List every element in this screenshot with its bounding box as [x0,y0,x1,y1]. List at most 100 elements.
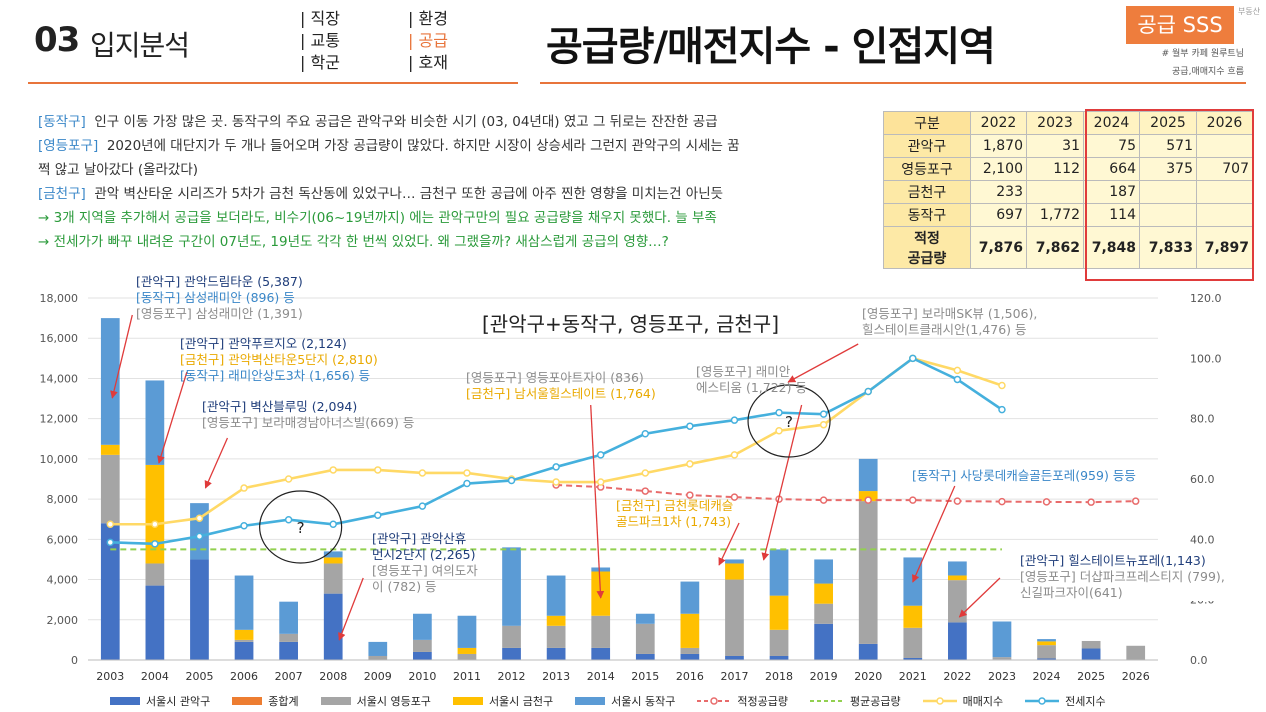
annotation-line: [관악구] 벽산블루밍 (2,094) [202,399,358,414]
bar-segment [725,563,744,580]
bar-segment [725,579,744,656]
bar-segment [457,615,477,648]
nav-item-workplace[interactable]: | 직장 [300,9,340,28]
legend-swatch [697,697,732,705]
nav-item-development[interactable]: | 호재 [408,53,448,72]
x-tick-label: 2019 [810,670,838,683]
callout-arrow [958,577,1001,618]
commentary: [동작구] 인구 이동 가장 많은 곳. 동작구의 주요 공급은 관악구와 비슷… [38,110,868,254]
bar-segment [769,595,789,630]
nav-item-environment[interactable]: | 환경 [408,9,448,28]
bar-segment [725,559,744,564]
x-tick-label: 2004 [141,670,169,683]
legend-item[interactable]: 서울시 금천구 [452,693,553,709]
table-cell [1139,203,1197,227]
series-point [418,469,427,477]
callout-arrow [338,577,364,641]
series-point [195,532,204,541]
series-point [240,484,248,492]
nav-item-school[interactable]: | 학군 [300,53,340,72]
annotation-line: [영등포구] 삼성래미안 (1,391) [136,306,303,321]
table-cell: 707 [1196,157,1253,181]
table-header-row: 구분 2022 2023 2024 2025 2026 [883,111,1253,135]
bar-segment [680,613,700,648]
y-left-tick-label: 4,000 [47,574,79,587]
series-point [998,405,1006,414]
series-point [641,430,650,438]
bar-segment [1037,645,1056,659]
series-point [953,375,962,384]
y-right-tick-label: 60.0 [1190,473,1215,486]
series-point [552,463,560,471]
legend-label: 서울시 동작구 [611,695,676,708]
commentary-line-1: [동작구] 인구 이동 가장 많은 곳. 동작구의 주요 공급은 관악구와 비슷… [38,110,868,134]
bar-segment [591,567,611,572]
series-point [641,487,650,495]
series-point [864,387,872,396]
header-underline-right [540,82,1246,84]
x-tick-label: 2024 [1033,670,1061,683]
x-tick-label: 2007 [275,670,303,683]
legend-item[interactable]: 평균공급량 [809,693,901,709]
annotation-line: [영등포구] 래미안 [696,364,791,379]
y-right-tick-label: 120.0 [1190,292,1222,305]
annotation-line: [영등포구] 여의도자 [372,563,478,578]
legend-item[interactable]: 전세지수 [1025,693,1106,709]
legend-item[interactable]: 종합계 [232,693,299,709]
bar-segment [948,561,967,576]
bar-segment [234,639,254,642]
table-total-cell: 7,862 [1026,226,1084,269]
table-cell: 금천구 [883,180,971,204]
table-cell: 1,772 [1026,203,1084,227]
callout-arrow [204,437,229,489]
chart-lines [106,354,1140,551]
group-title: [관악구+동작구, 영등포구, 금천구] [482,312,779,336]
table-cell: 75 [1083,134,1140,158]
table-header-cell: 2025 [1139,111,1197,135]
x-tick-label: 2026 [1122,670,1150,683]
table-row: 영등포구 2,100 112 664 375 707 [883,157,1253,181]
bar-segment [234,575,254,630]
legend-item[interactable]: 서울시 관악구 [110,693,210,709]
nav-item-supply[interactable]: | 공급 [408,31,448,50]
bar-segment [1037,639,1056,642]
annotation-line: [영등포구] 더샵파크프레스티지 (799), [1020,569,1225,584]
table-cell: 187 [1083,180,1140,204]
supply-table: 구분 2022 2023 2024 2025 2026 관악구 1,870 31… [883,111,1253,269]
bar-segment [769,629,789,656]
bar-segment [814,603,833,624]
series-point [775,426,783,435]
annotation-line: [동작구] 사당롯데캐슬골든포레(959) 등등 [912,468,1136,483]
series-point [418,502,427,510]
bar-segment [234,629,254,640]
bar-segment [323,593,343,660]
legend-swatch [1025,697,1060,705]
bar-segment [903,657,923,660]
bar-segment [858,643,878,660]
bar-segment [591,647,611,660]
callout-arrow [761,404,803,561]
series-point [819,410,828,418]
legend-item[interactable]: 서울시 동작구 [575,693,675,709]
table-cell: 233 [970,180,1027,204]
series-point [953,366,962,375]
series-point [284,515,293,524]
annotation-line: [관악구] 관악드림타운 (5,387) [136,274,303,289]
series-point [106,520,115,528]
series-point [463,479,471,488]
corner-mark: 부동산 [1238,7,1261,16]
y-left-tick-label: 8,000 [47,493,79,506]
legend-item[interactable]: 매매지수 [922,693,1003,709]
tag-dongjak: [동작구] [38,114,86,130]
legend-swatch [110,697,140,705]
annotation-2022: [관악구] 힐스테이트뉴포레(1,143) [영등포구] 더샵파크프레스티지 (… [1020,553,1225,601]
annotation-2017: [영등포구] 래미안 에스티움 (1,722) 등 [696,364,807,396]
series-point [953,497,962,505]
bar-segment [100,523,120,660]
total-label-line-2: 공급량 [907,250,947,267]
x-tick-label: 2006 [230,670,258,683]
legend-item[interactable]: 적정공급량 [697,693,788,709]
nav-item-transport[interactable]: | 교통 [300,31,340,50]
legend-item[interactable]: 서울시 영등포구 [320,693,431,709]
bar-segment [948,575,967,581]
